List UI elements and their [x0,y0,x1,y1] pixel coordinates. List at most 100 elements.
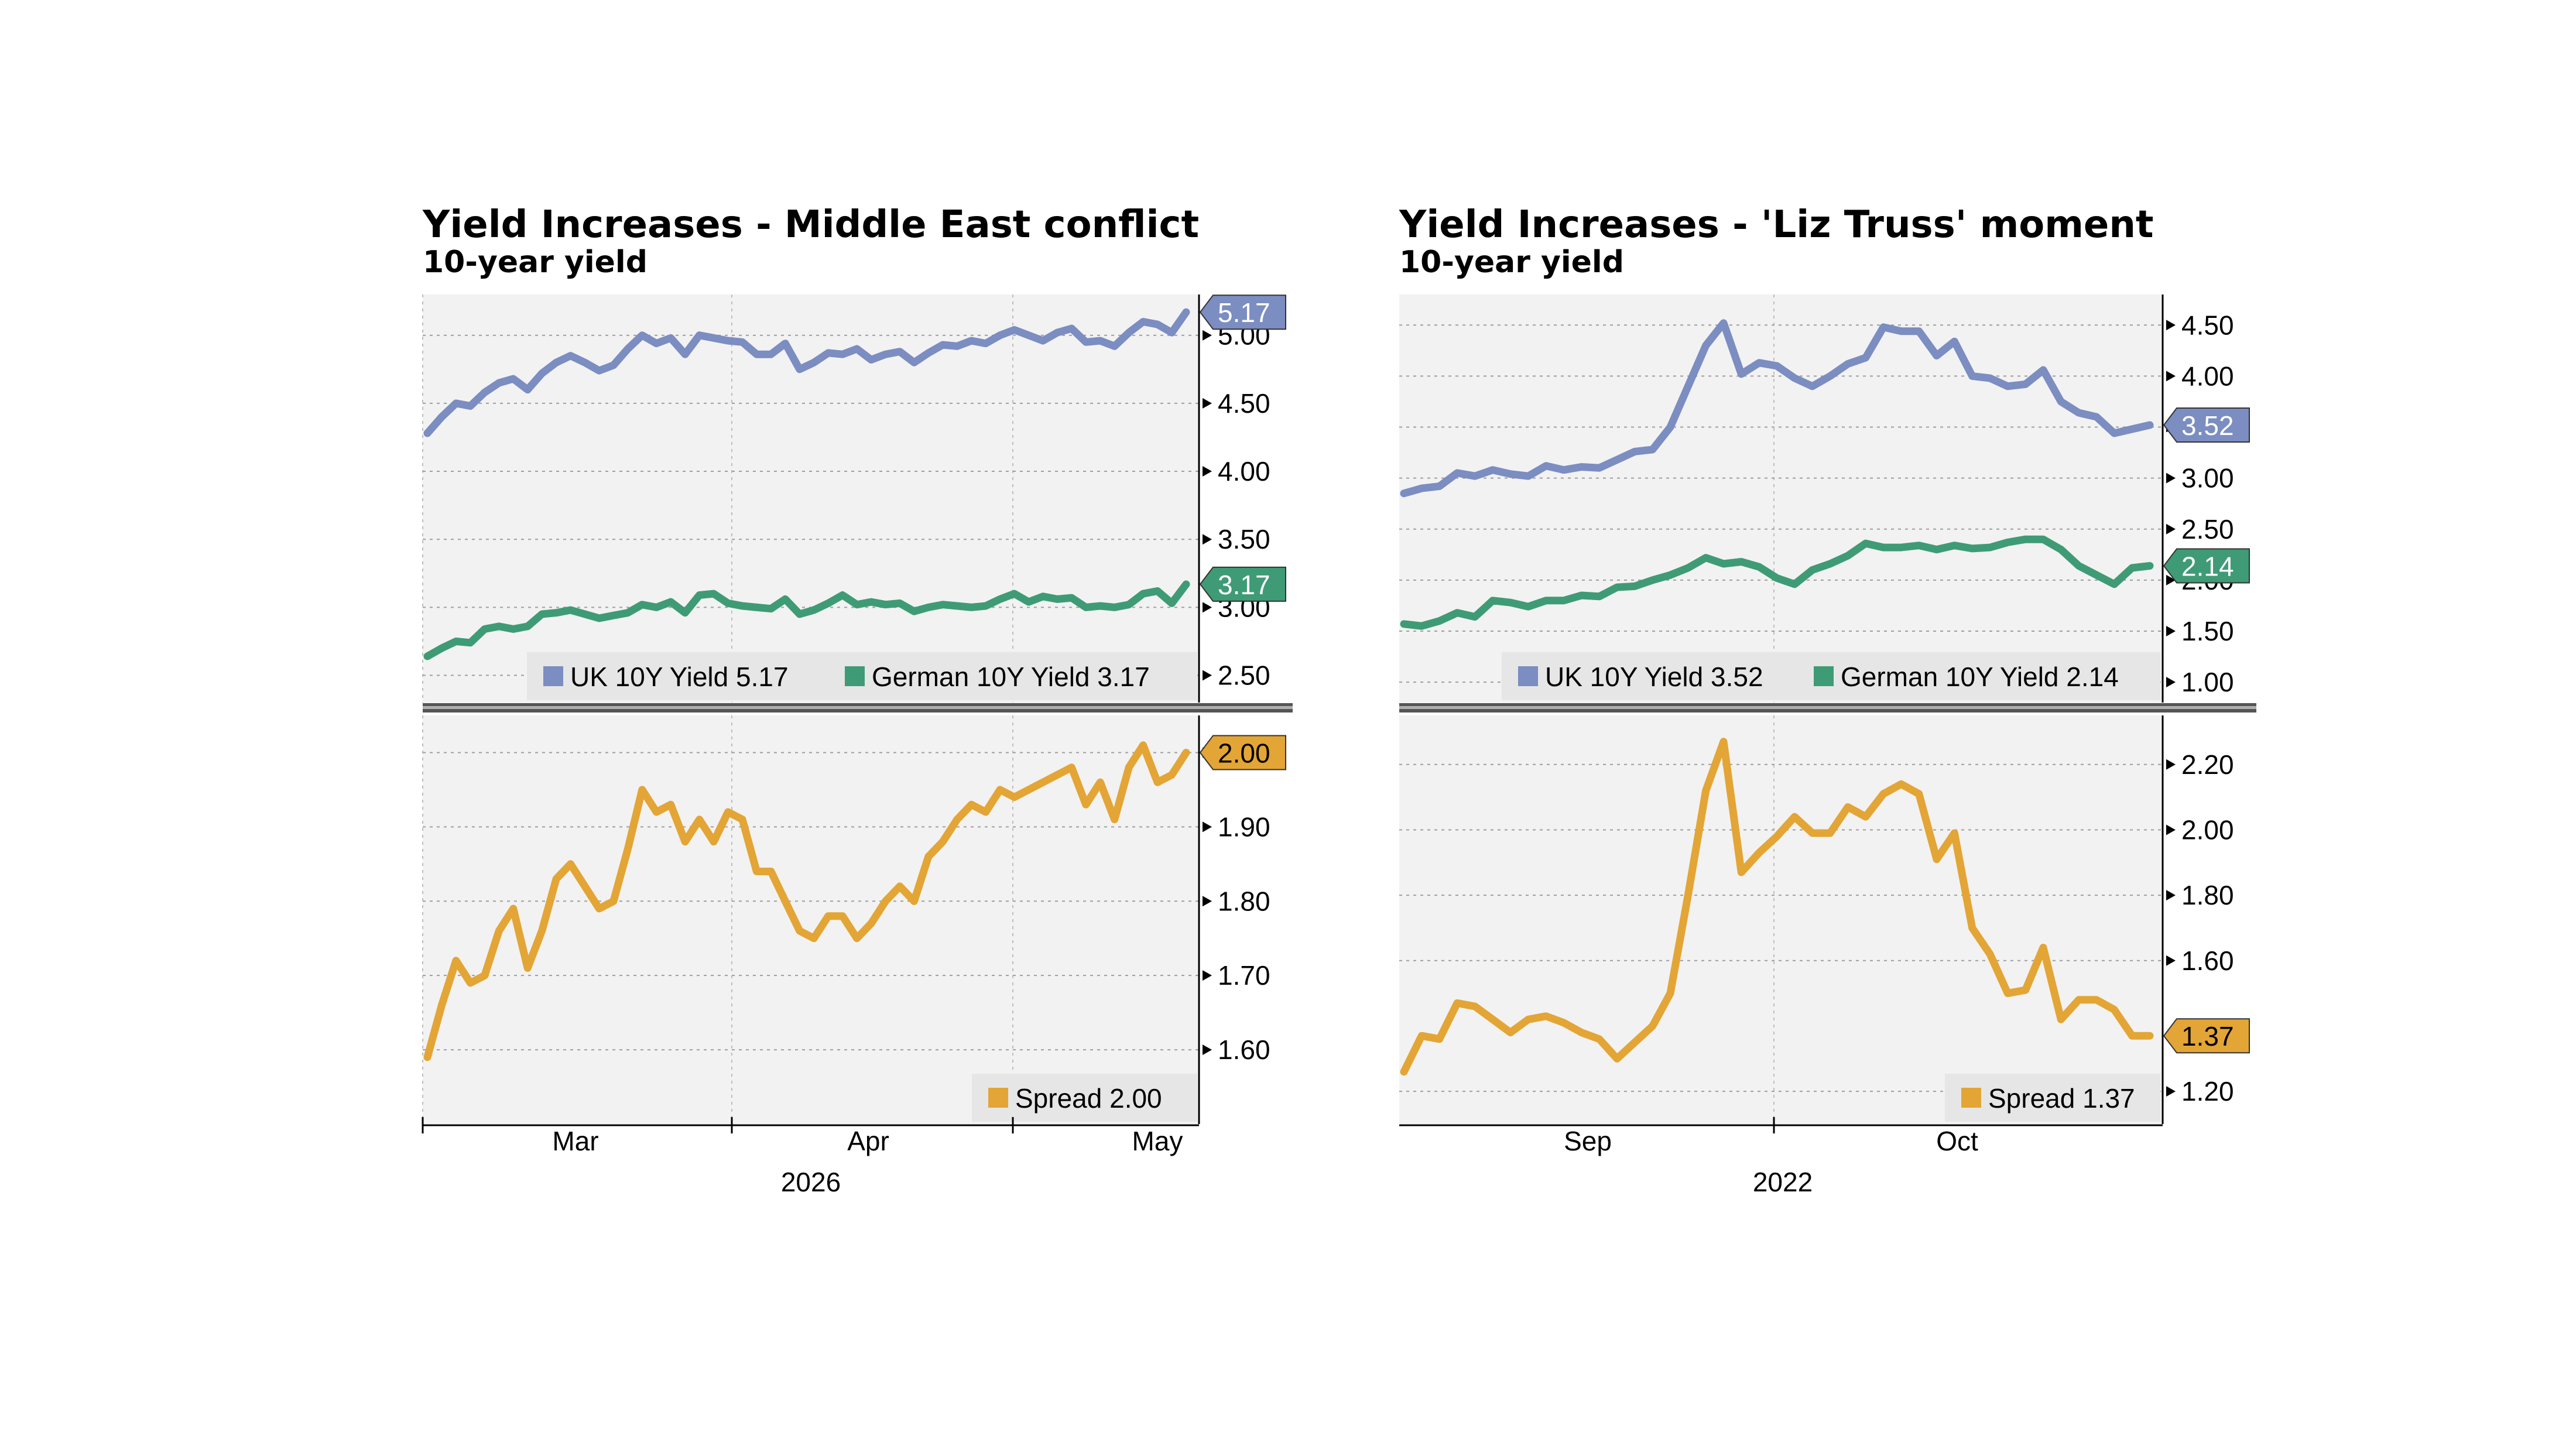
chart-subtitle: 10-year yield [423,245,648,280]
data-point [1616,587,1618,588]
y-tick-label: 1.50 [2181,616,2234,646]
data-point [1186,311,1187,313]
y-tick-label: 4.50 [2181,310,2234,340]
data-point [871,359,872,361]
y-tick-label: 2.50 [1218,660,1270,691]
x-tick-label: Apr [847,1126,889,1156]
data-point [527,389,528,390]
y-tick-marker [1203,896,1212,907]
y-tick-label: 2.20 [2181,749,2234,780]
data-point [1900,547,1902,548]
y-tick-marker [1203,670,1212,681]
data-point [2043,369,2044,371]
y-tick-marker [1203,821,1212,833]
data-point [1883,547,1884,548]
data-point [584,362,585,363]
legend-swatch [988,1088,1008,1108]
panel-divider-highlight [423,706,1293,709]
data-point [785,343,786,344]
data-point [1954,341,1955,342]
data-point [1954,545,1955,546]
data-point [885,900,886,902]
spread-panel: 2.20 2.00 1.80 1.60 1.20 1.37 Spread 1.37 [1399,715,2250,1124]
y-tick-label: 4.50 [1218,388,1270,419]
data-point [885,604,886,605]
data-point [770,871,772,872]
data-point [1186,752,1187,753]
data-point [613,900,614,902]
data-point [999,789,1001,790]
data-point [613,615,614,616]
data-point [1527,475,1529,477]
yields-panel: 4.504.003.503.002.502.001.501.003.522.14… [1399,294,2250,703]
last-value-label: 5.17 [1218,297,1270,328]
y-tick-label: 1.80 [1218,886,1270,916]
data-point [1114,607,1115,608]
data-point [1954,833,1955,834]
data-point [1900,783,1902,785]
legend-swatch [1518,666,1538,686]
legend-swatch [1814,666,1834,686]
data-point [1705,345,1707,346]
y-tick-label: 4.00 [2181,361,2234,391]
legend-entry: German 10Y Yield 3.17 [872,662,1150,692]
last-value-label: 2.00 [1218,738,1270,768]
data-point [484,392,485,393]
y-tick-marker [1203,466,1212,477]
data-point [756,871,757,872]
last-value-tag [2163,407,2250,443]
data-point [427,656,428,657]
data-point [1705,557,1707,559]
legend: Spread 1.37 [1945,1074,2160,1122]
data-point [1830,833,1831,834]
data-point [2025,383,2026,385]
legend-entry: Spread 1.37 [1988,1083,2135,1114]
y-tick-marker [1203,330,1212,341]
data-point [899,351,900,352]
data-point [1071,328,1072,329]
data-point [670,804,672,805]
data-point [1457,472,1458,474]
last-value-label: 3.17 [1218,570,1270,600]
data-point [899,602,900,604]
data-point [556,612,557,614]
chart-title: Yield Increases - Middle East conflict [422,203,1199,246]
legend-entry: Spread 2.00 [1015,1083,1162,1114]
chart-subtitle: 10-year yield [1399,245,1624,280]
last-value-tag [1199,566,1286,602]
chart-liz-truss-moment: Yield Increases - 'Liz Truss' moment10-y… [1399,203,2256,1197]
y-tick-label: 3.00 [2181,463,2234,494]
data-point [842,354,843,355]
last-value-label: 3.52 [2181,410,2234,441]
series-line-uk-10y-yield [423,308,1190,437]
chart-title: Yield Increases - 'Liz Truss' moment [1399,203,2153,246]
data-point [785,598,786,600]
last-value-tag [1199,294,1286,330]
legend: UK 10Y Yield 3.52 German 10Y Yield 2.14 [1502,652,2160,700]
data-point [455,640,457,642]
y-tick-label: 1.20 [2181,1076,2234,1107]
data-point [2043,539,2044,540]
legend: Spread 2.00 [972,1074,1197,1122]
data-point [1099,340,1101,341]
data-point [1865,543,1866,544]
y-tick-label: 1.70 [1218,960,1270,991]
last-value-tag [2163,548,2250,584]
y-tick-label: 2.50 [2181,514,2234,544]
y-tick-label: 1.80 [2181,880,2234,910]
data-point [785,900,786,902]
data-point [556,362,557,363]
data-point [1439,486,1440,487]
data-point [1114,819,1115,820]
data-point [971,340,972,341]
data-point [1812,833,1813,834]
data-point [1527,1019,1529,1020]
data-point [985,605,986,607]
data-point [684,354,686,355]
last-value-tag [1199,735,1286,770]
data-point [928,607,929,608]
data-point [756,607,757,608]
y-tick-label: 4.00 [1218,456,1270,487]
data-point [770,354,772,355]
